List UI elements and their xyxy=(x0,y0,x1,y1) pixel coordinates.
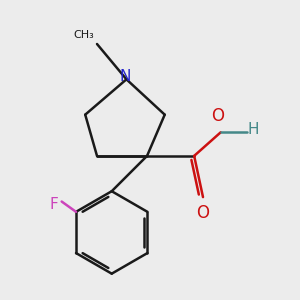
Text: H: H xyxy=(247,122,259,137)
Text: F: F xyxy=(50,197,59,212)
Text: N: N xyxy=(119,69,131,84)
Text: CH₃: CH₃ xyxy=(73,30,94,40)
Text: O: O xyxy=(211,107,224,125)
Text: O: O xyxy=(196,205,209,223)
